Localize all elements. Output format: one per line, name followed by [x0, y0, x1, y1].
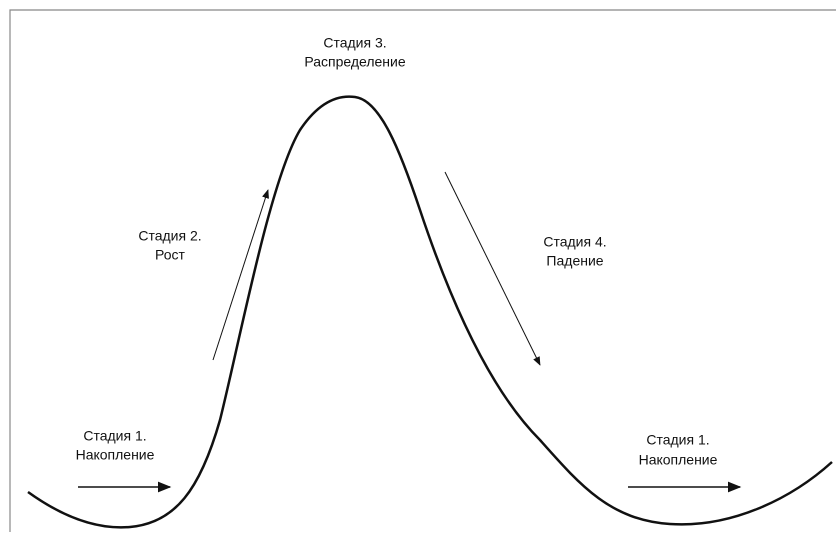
stage-title: Стадия 1.	[646, 432, 709, 448]
arrow	[444, 171, 541, 366]
stage-name: Накопление	[76, 447, 155, 463]
stage-title: Стадия 3.	[323, 35, 386, 51]
stage-name: Накопление	[639, 452, 718, 468]
stage-name: Падение	[546, 253, 603, 269]
market-cycle-curve	[27, 95, 833, 529]
frame	[9, 9, 836, 532]
stage-name: Распределение	[304, 54, 406, 70]
stage-title: Стадия 2.	[138, 228, 201, 244]
arrow	[212, 189, 269, 361]
stage-title: Стадия 1.	[83, 428, 146, 444]
stage-title: Стадия 4.	[543, 234, 606, 250]
stage-name: Рост	[155, 247, 186, 263]
